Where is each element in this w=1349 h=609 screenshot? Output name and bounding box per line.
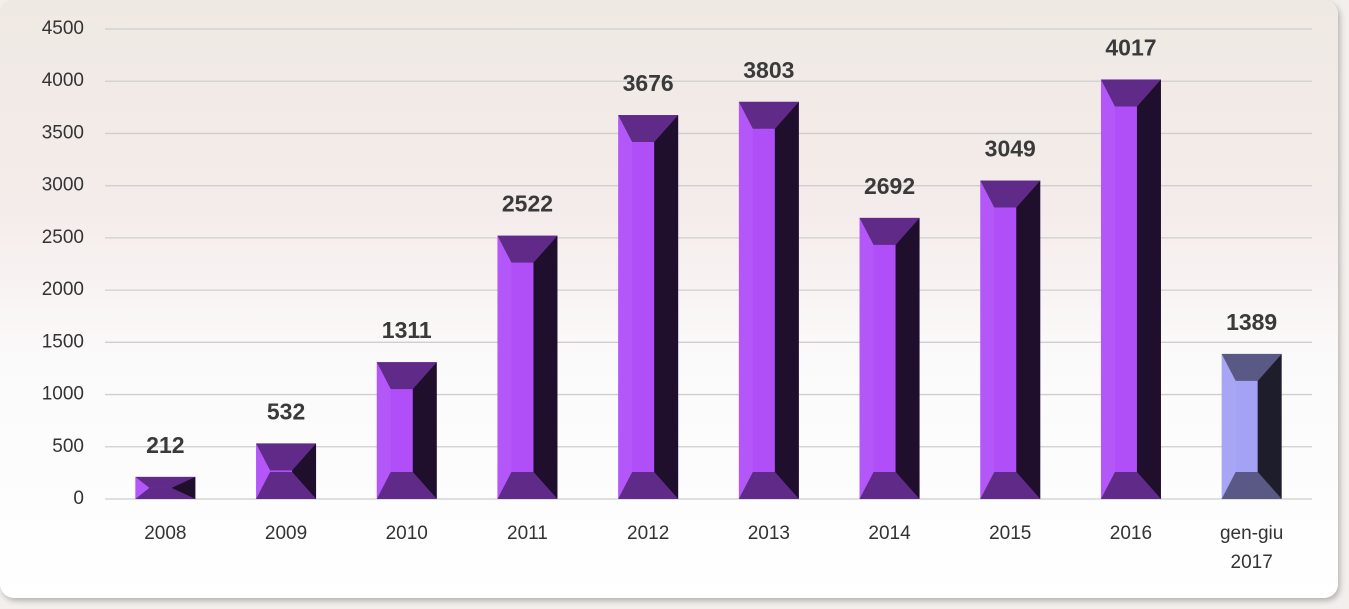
bar-shade xyxy=(1016,181,1040,499)
x-tick-label: 2015 xyxy=(973,519,1047,548)
bar-cap-left xyxy=(618,115,632,499)
x-tick-label: 2014 xyxy=(853,519,927,548)
x-tick-label: 2012 xyxy=(611,519,685,548)
value-label: 1389 xyxy=(1226,309,1277,335)
value-label: 3049 xyxy=(985,136,1036,162)
bar-shade xyxy=(775,102,799,499)
y-tick-label: 2000 xyxy=(42,279,84,300)
bar-cap-left xyxy=(739,102,753,499)
y-tick-label: 3500 xyxy=(42,122,84,143)
value-label: 532 xyxy=(267,399,305,425)
x-tick-label: 2008 xyxy=(128,519,202,548)
bar xyxy=(256,443,316,499)
x-tick-label: 2011 xyxy=(490,519,564,548)
x-tick-label: 2009 xyxy=(249,519,323,548)
y-tick-label: 4000 xyxy=(42,70,84,91)
x-tick-label: gen-giu 2017 xyxy=(1215,519,1289,577)
bar-cap-left xyxy=(980,181,994,499)
bar xyxy=(1222,354,1282,499)
bar-shade xyxy=(896,218,920,499)
bar-cap-left xyxy=(497,236,511,499)
bar xyxy=(135,477,195,499)
bar-cap-left xyxy=(860,218,874,499)
value-label: 3803 xyxy=(743,57,794,83)
value-label: 2692 xyxy=(864,173,915,199)
chart: 0 500 1000 1500 2000 2500 3000 3500 4000 4500 212 5… xyxy=(0,0,1338,598)
y-tick-label: 500 xyxy=(52,436,84,457)
y-tick-label: 0 xyxy=(73,488,84,509)
y-tick-label: 1000 xyxy=(42,384,84,405)
bar xyxy=(618,115,678,499)
bar xyxy=(497,236,557,499)
chart-panel: 0 500 1000 1500 2000 2500 3000 3500 4000 4500 212 5… xyxy=(0,0,1338,598)
x-tick-label: 2010 xyxy=(370,519,444,548)
bar xyxy=(860,218,920,499)
x-tick-label: 2013 xyxy=(732,519,806,548)
value-label: 1311 xyxy=(382,317,432,343)
bar-shade xyxy=(654,115,678,499)
y-tick-label: 4500 xyxy=(42,18,84,39)
y-tick-label: 1500 xyxy=(42,331,84,352)
bar-shade xyxy=(1137,79,1161,499)
y-tick-label: 2500 xyxy=(42,227,84,248)
value-label: 4017 xyxy=(1105,35,1156,61)
bar-shade xyxy=(533,236,557,499)
bar-cap-left xyxy=(1101,79,1115,499)
bar xyxy=(739,102,799,499)
bar xyxy=(1101,79,1161,499)
value-label: 3676 xyxy=(623,70,674,96)
value-label: 2522 xyxy=(502,191,553,217)
value-label: 212 xyxy=(146,432,184,458)
x-tick-label: 2016 xyxy=(1094,519,1168,548)
bar xyxy=(377,362,437,499)
y-tick-label: 3000 xyxy=(42,175,84,196)
bar xyxy=(980,181,1040,499)
